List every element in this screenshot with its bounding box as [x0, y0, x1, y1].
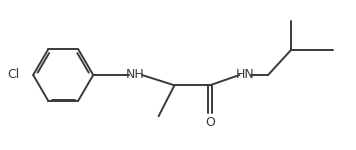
Text: NH: NH: [126, 69, 145, 81]
Text: HN: HN: [236, 69, 255, 81]
Text: O: O: [205, 116, 215, 129]
Text: Cl: Cl: [7, 69, 20, 81]
